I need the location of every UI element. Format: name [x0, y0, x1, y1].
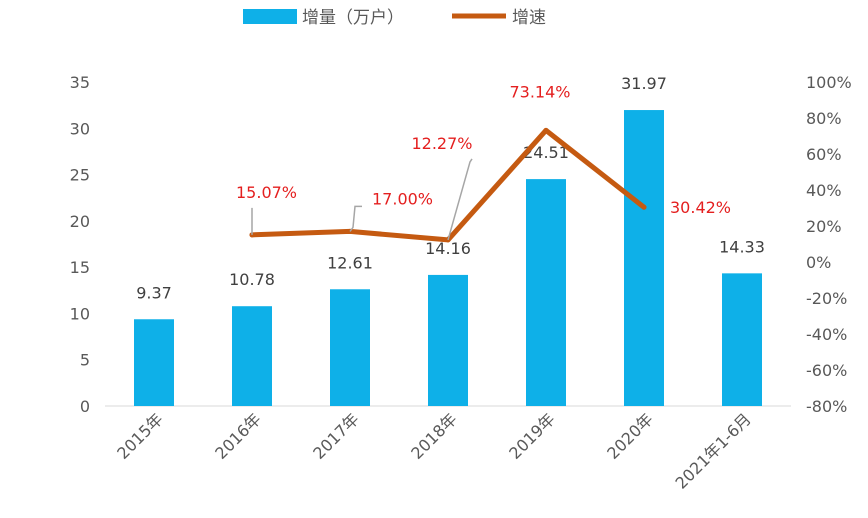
leader-line-2: [349, 205, 362, 232]
growth-point-5: [641, 204, 647, 210]
line-data-labels: 15.07% 17.00% 12.27% 73.14% 30.42%: [236, 82, 731, 241]
legend-label-bar: 增量（万户）: [302, 8, 404, 28]
x-category-label: 2020年: [603, 409, 657, 463]
left-axis-tick: 35: [70, 73, 90, 92]
x-category-label: 2017年: [309, 409, 363, 463]
bar-data-labels: 9.37 10.78 12.61 14.16 24.51 31.97 14.33: [136, 74, 765, 302]
bar-series: [134, 110, 762, 407]
legend-swatch-bar: [243, 9, 297, 24]
x-category-label: 2018年: [407, 409, 461, 463]
left-axis-tick: 0: [80, 397, 90, 416]
right-axis-tick: -20%: [806, 289, 847, 308]
rate-value-label: 73.14%: [509, 82, 570, 101]
leader-line-3: [447, 158, 473, 241]
left-axis-tick: 15: [70, 258, 90, 277]
right-axis-tick: 100%: [806, 73, 852, 92]
left-axis-tick: 10: [70, 304, 90, 323]
bar-4: [526, 179, 566, 406]
left-axis-tick: 25: [70, 166, 90, 185]
legend-label-line: 增速: [512, 8, 546, 28]
x-category-label: 2015年: [113, 409, 167, 463]
x-category-label: 2016年: [211, 409, 265, 463]
bar-value-label: 14.16: [425, 239, 471, 258]
x-category-label: 2019年: [505, 409, 559, 463]
rate-value-label: 17.00%: [372, 189, 433, 208]
right-axis-tick: 0%: [806, 253, 831, 272]
bar-value-label: 10.78: [229, 270, 275, 289]
right-axis-tick: 40%: [806, 181, 842, 200]
bar-value-label: 24.51: [523, 143, 569, 162]
bar-2: [330, 289, 370, 406]
bar-value-label: 9.37: [136, 283, 172, 302]
bar-1: [232, 306, 272, 406]
bar-value-label: 12.61: [327, 253, 373, 272]
legend: 增量（万户） 增速: [243, 8, 546, 28]
right-axis-tick: 20%: [806, 217, 842, 236]
rate-value-label: 30.42%: [670, 198, 731, 217]
right-axis-tick: 80%: [806, 109, 842, 128]
right-axis-tick: 60%: [806, 145, 842, 164]
left-axis-tick: 30: [70, 119, 90, 138]
bar-3: [428, 274, 468, 406]
left-axis-tick: 5: [80, 351, 90, 370]
bar-0: [134, 319, 174, 406]
rate-value-label: 15.07%: [236, 183, 297, 202]
left-axis-tick: 20: [70, 212, 90, 231]
right-axis-tick: -60%: [806, 361, 847, 380]
growth-point-4: [543, 127, 549, 133]
left-axis: 0 5 10 15 20 25 30 35: [70, 73, 90, 416]
bar-5: [624, 110, 664, 407]
bar-value-label: 31.97: [621, 74, 667, 93]
rate-value-label: 12.27%: [411, 134, 472, 153]
right-axis-tick: -40%: [806, 325, 847, 344]
right-axis-tick: -80%: [806, 397, 847, 416]
x-axis-categories: 2015年 2016年 2017年 2018年 2019年 2020年 2021年1-6月: [113, 409, 755, 492]
bar-value-label: 14.33: [719, 237, 765, 256]
x-category-label: 2021年1-6月: [671, 409, 754, 492]
right-axis: -80% -60% -40% -20% 0% 20% 40% 60% 80% 100%: [806, 73, 852, 416]
bar-6: [722, 273, 762, 406]
